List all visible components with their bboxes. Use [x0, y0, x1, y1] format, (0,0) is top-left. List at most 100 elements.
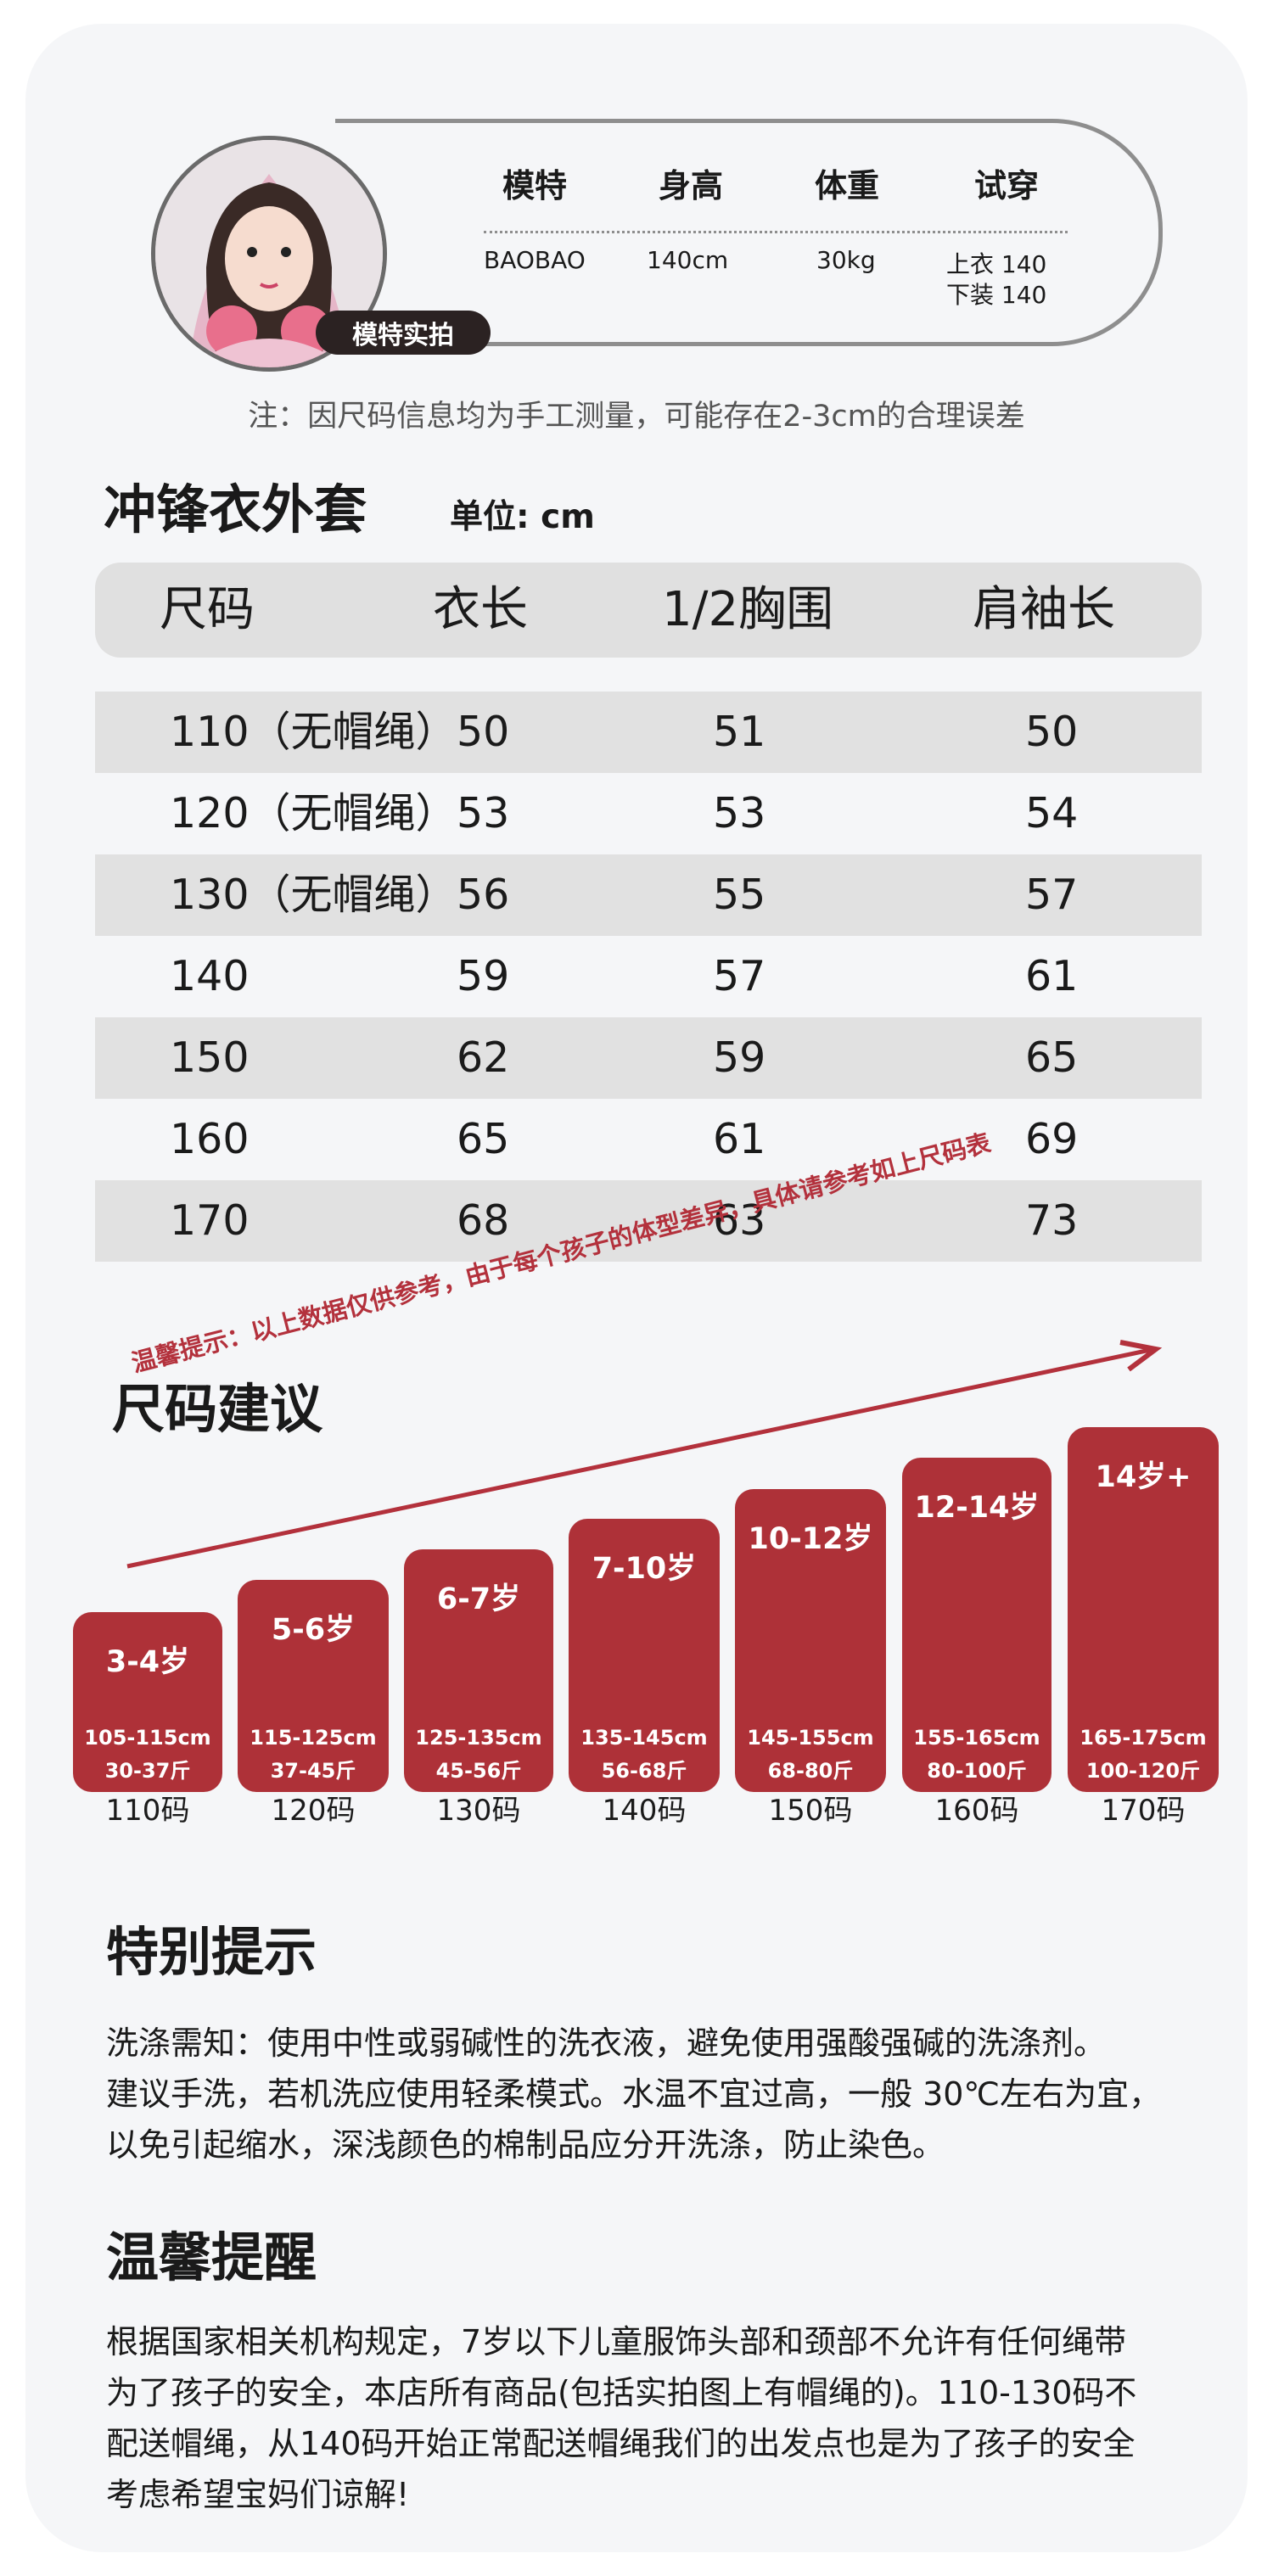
size-bar: 5-6岁 115-125cm 37-45斤	[238, 1580, 389, 1792]
size-bar: 3-4岁 105-115cm 30-37斤	[73, 1612, 222, 1792]
table-cell: 56	[457, 871, 510, 919]
bar-size-label: 170码	[1101, 1794, 1186, 1828]
table-cell: 61	[1025, 952, 1079, 1000]
size-bar: 14岁+ 165-175cm 100-120斤	[1068, 1427, 1219, 1792]
table-row: 110（无帽绳） 50 51 50	[95, 692, 1202, 773]
size-bar: 10-12岁 145-155cm 68-80斤	[735, 1489, 886, 1792]
model-name: BAOBAO	[484, 246, 586, 274]
reminder-line: 配送帽绳，从140码开始正常配送帽绳我们的出发点也是为了孩子的安全	[106, 2425, 1136, 2462]
table-cell: 63	[713, 1196, 766, 1245]
table-cell: 170	[170, 1196, 250, 1245]
reminder-title: 温馨提醒	[106, 2226, 317, 2288]
model-height: 140cm	[647, 246, 729, 274]
reminder-line: 为了孩子的安全，本店所有商品(包括实拍图上有帽绳的)。110-130码不	[106, 2374, 1137, 2411]
model-header: 模特	[502, 167, 568, 204]
model-top-size: 上衣 140	[946, 250, 1047, 278]
table-cell: 73	[1025, 1196, 1079, 1245]
measurement-note: 注：因尺码信息均为手工测量，可能存在2-3cm的合理误差	[248, 400, 1025, 434]
bar-height-range: 155-165cm	[913, 1726, 1040, 1750]
model-weight: 30kg	[816, 246, 876, 274]
bar-height-range: 165-175cm	[1080, 1726, 1207, 1750]
suggestion-title: 尺码建议	[112, 1378, 323, 1440]
size-bar: 12-14岁 155-165cm 80-100斤	[902, 1458, 1051, 1792]
table-cell: 51	[713, 708, 766, 756]
table-cell: 50	[457, 708, 510, 756]
col-size: 尺码	[160, 582, 255, 637]
special-line: 以免引起缩水，深浅颜色的棉制品应分开洗涤，防止染色。	[106, 2126, 945, 2164]
table-cell: 57	[713, 952, 766, 1000]
col-length: 衣长	[433, 582, 528, 637]
table-cell: 130（无帽绳）	[170, 871, 457, 919]
bar-age-label: 12-14岁	[914, 1491, 1040, 1525]
table-cell: 53	[713, 789, 766, 837]
table-header: 尺码 衣长 1/2胸围 肩袖长	[95, 563, 1202, 658]
table-cell: 55	[713, 871, 766, 919]
table-cell: 69	[1025, 1115, 1079, 1163]
table-cell: 50	[1025, 708, 1079, 756]
table-cell: 110（无帽绳）	[170, 708, 457, 756]
table-cell: 59	[713, 1033, 766, 1082]
special-text: 洗涤需知：使用中性或弱碱性的洗衣液，避免使用强酸强碱的洗涤剂。 建议手洗，若机洗…	[106, 2018, 1201, 2170]
bar-height-range: 145-155cm	[747, 1726, 874, 1750]
table-row: 120（无帽绳） 53 53 54	[95, 773, 1202, 854]
bar-age-label: 10-12岁	[748, 1522, 873, 1556]
bar-age-label: 5-6岁	[271, 1613, 356, 1647]
weight-header: 体重	[815, 167, 880, 204]
table-cell: 59	[457, 952, 510, 1000]
table-cell: 62	[457, 1033, 510, 1082]
bar-size-label: 150码	[768, 1794, 853, 1828]
reminder-text: 根据国家相关机构规定，7岁以下儿童服饰头部和颈部不允许有任何绳带 为了孩子的安全…	[106, 2316, 1201, 2520]
table-cell: 65	[1025, 1033, 1079, 1082]
bar-weight-range: 80-100斤	[927, 1759, 1027, 1783]
bar-height-range: 115-125cm	[250, 1726, 377, 1750]
col-sleeve: 肩袖长	[973, 582, 1115, 637]
unit-label: 单位: cm	[450, 498, 595, 536]
table-cell: 57	[1025, 871, 1079, 919]
model-tag: 模特实拍	[316, 311, 491, 355]
height-header: 身高	[659, 167, 724, 204]
bar-weight-range: 45-56斤	[435, 1759, 522, 1783]
special-line: 洗涤需知：使用中性或弱碱性的洗衣液，避免使用强酸强碱的洗涤剂。	[106, 2024, 1107, 2062]
bar-size-label: 120码	[271, 1794, 356, 1828]
bar-size-label: 130码	[436, 1794, 521, 1828]
col-chest: 1/2胸围	[662, 582, 834, 637]
bar-age-label: 6-7岁	[436, 1582, 521, 1616]
bar-weight-range: 100-120斤	[1085, 1759, 1201, 1783]
size-bar: 6-7岁 125-135cm 45-56斤	[404, 1549, 553, 1792]
table-row: 170 68 63 73	[95, 1180, 1202, 1262]
model-divider	[484, 231, 1068, 233]
table-cell: 120（无帽绳）	[170, 789, 457, 837]
table-cell: 160	[170, 1115, 250, 1163]
bar-age-label: 3-4岁	[105, 1645, 190, 1679]
bar-weight-range: 68-80斤	[767, 1759, 854, 1783]
model-bottom-size: 下装 140	[946, 281, 1047, 309]
table-row: 160 65 61 69	[95, 1099, 1202, 1180]
bar-height-range: 105-115cm	[84, 1726, 211, 1750]
table-cell: 54	[1025, 789, 1079, 837]
bar-height-range: 135-145cm	[580, 1726, 708, 1750]
bar-size-label: 160码	[934, 1794, 1019, 1828]
table-cell: 65	[457, 1115, 510, 1163]
table-row: 150 62 59 65	[95, 1017, 1202, 1099]
table-cell: 150	[170, 1033, 250, 1082]
table-row: 140 59 57 61	[95, 936, 1202, 1017]
table-cell: 140	[170, 952, 250, 1000]
table-cell: 68	[457, 1196, 510, 1245]
reminder-line: 根据国家相关机构规定，7岁以下儿童服饰头部和颈部不允许有任何绳带	[106, 2323, 1127, 2360]
bar-weight-range: 37-45斤	[270, 1759, 356, 1783]
size-bar: 7-10岁 135-145cm 56-68斤	[569, 1519, 720, 1792]
bar-size-label: 140码	[602, 1794, 687, 1828]
bar-age-label: 14岁+	[1095, 1460, 1192, 1494]
bar-age-label: 7-10岁	[592, 1552, 697, 1586]
reminder-line: 考虑希望宝妈们谅解!	[106, 2476, 410, 2513]
fit-header: 试穿	[974, 167, 1040, 204]
model-info-frame	[335, 119, 1163, 346]
bar-weight-range: 30-37斤	[104, 1759, 191, 1783]
table-row: 130（无帽绳） 56 55 57	[95, 854, 1202, 936]
table-cell: 53	[457, 789, 510, 837]
bar-size-label: 110码	[105, 1794, 190, 1828]
bar-weight-range: 56-68斤	[601, 1759, 687, 1783]
table-cell: 61	[713, 1115, 766, 1163]
jacket-title: 冲锋衣外套	[104, 479, 367, 540]
